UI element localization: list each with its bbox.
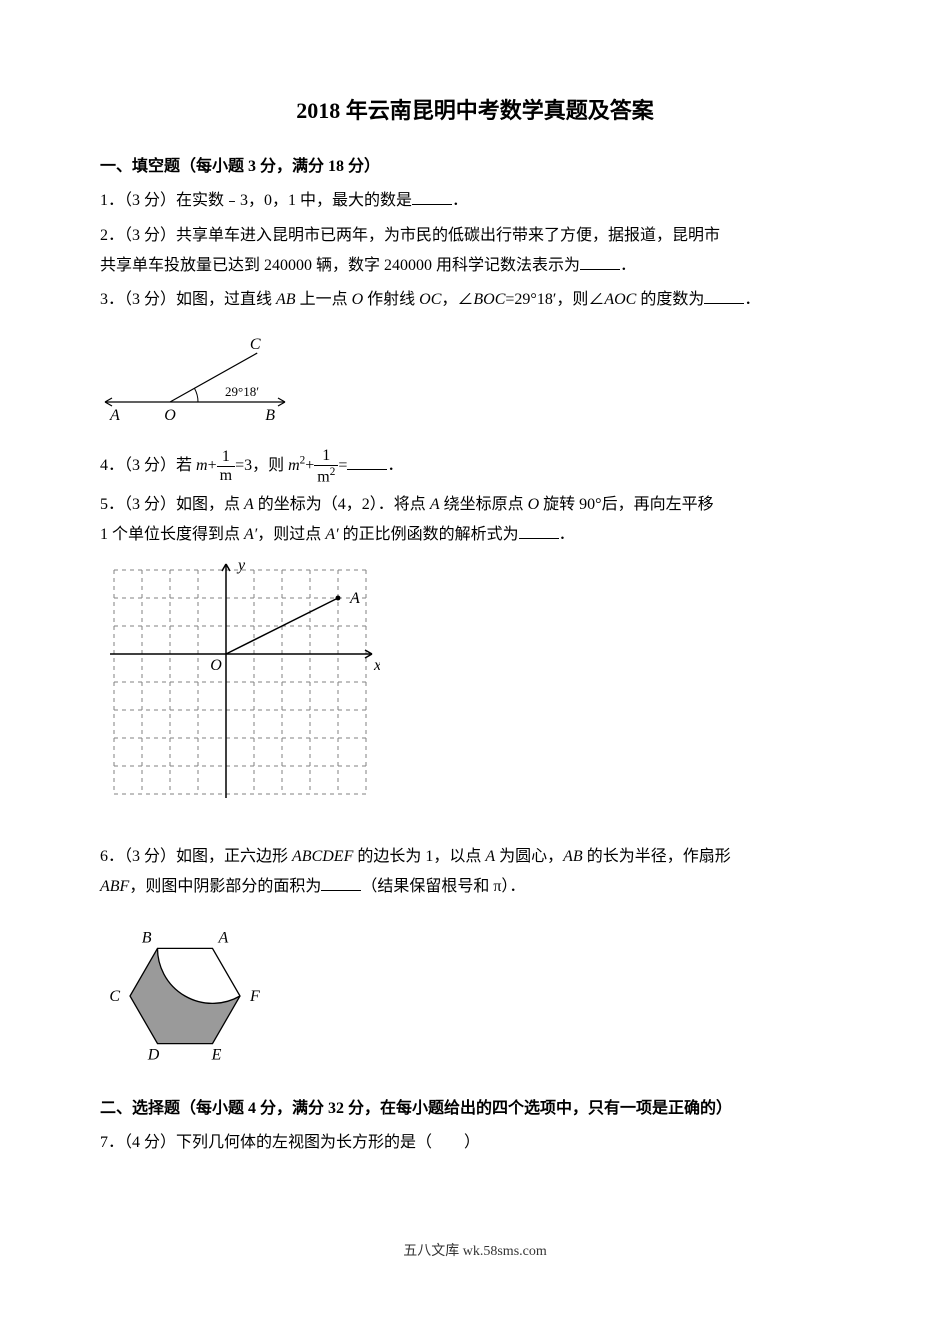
question-4: 4．（3 分）若 m+1m=3，则 m2+1m2=．	[100, 447, 850, 486]
q2-blank	[580, 253, 620, 270]
question-2: 2．（3 分）共享单车进入昆明市已两年，为市民的低碳出行带来了方便，据报道，昆明…	[100, 221, 850, 282]
q3-aoc: AOC	[604, 291, 636, 308]
svg-text:A: A	[218, 929, 229, 946]
angle-svg: A O B C 29°18′	[100, 324, 290, 424]
q3-e: =29°18′，则∠	[505, 291, 604, 308]
svg-text:C: C	[109, 988, 120, 1005]
q6-c: 为圆心，	[495, 848, 563, 865]
svg-text:O: O	[164, 407, 176, 424]
section1-header: 一、填空题（每小题 3 分，满分 18 分）	[100, 152, 850, 182]
svg-text:D: D	[147, 1046, 160, 1063]
q4-m: m	[196, 457, 208, 474]
q5-A1: A	[244, 496, 254, 513]
question-6: 6．（3 分）如图，正六边形 ABCDEF 的边长为 1，以点 A 为圆心，AB…	[100, 842, 850, 903]
q6-ABF: ABF	[100, 878, 129, 895]
page-title: 2018 年云南昆明中考数学真题及答案	[100, 90, 850, 132]
q4-frac1: 1m	[217, 448, 235, 484]
svg-text:B: B	[142, 929, 152, 946]
svg-text:29°18′: 29°18′	[225, 384, 259, 399]
grid-svg: Ox y A	[100, 558, 380, 818]
q4-frac1-num: 1	[217, 448, 235, 467]
q5-Ap1: A′	[244, 526, 257, 543]
page-footer: 五八文库 wk.58sms.com	[100, 1239, 850, 1266]
q6-d: 的长为半径，作扇形	[583, 848, 731, 865]
q6-A: A	[485, 848, 495, 865]
q2-line1: 2．（3 分）共享单车进入昆明市已两年，为市民的低碳出行带来了方便，据报道，昆明…	[100, 227, 720, 244]
svg-text:x: x	[373, 657, 380, 674]
figure-grid: Ox y A	[100, 558, 850, 829]
q5-g: 的正比例函数的解析式为	[339, 526, 519, 543]
q4-frac2: 1m2	[314, 447, 338, 486]
svg-text:C: C	[250, 336, 261, 353]
q4-eq: =	[338, 457, 347, 474]
q6-e: ，则图中阴影部分的面积为	[129, 878, 321, 895]
question-3: 3．（3 分）如图，过直线 AB 上一点 O 作射线 OC，∠BOC=29°18…	[100, 285, 850, 315]
q5-blank	[519, 522, 559, 539]
svg-text:E: E	[211, 1046, 222, 1063]
q4-plus: +	[208, 457, 217, 474]
q4-blank	[347, 453, 387, 470]
q3-f: 的度数为	[636, 291, 704, 308]
q3-oc: OC	[419, 291, 441, 308]
q5-Ap2: A′	[325, 526, 338, 543]
figure-angle: A O B C 29°18′	[100, 324, 850, 435]
q6-blank	[321, 874, 361, 891]
hexagon-svg: A B C D E F	[100, 911, 270, 1071]
q4-frac2-den-sup: 2	[330, 466, 336, 478]
q5-c: 绕坐标原点	[440, 496, 528, 513]
q3-d: ，∠	[441, 291, 473, 308]
q3-c: 作射线	[363, 291, 419, 308]
q2-line2b: ．	[620, 257, 636, 274]
q3-b: 上一点	[296, 291, 352, 308]
svg-text:B: B	[265, 407, 275, 424]
figure-hexagon: A B C D E F	[100, 911, 850, 1082]
q4-frac2-num: 1	[314, 447, 338, 466]
q6-abcdef: ABCDEF	[292, 848, 353, 865]
q5-A2: A	[430, 496, 440, 513]
q6-AB: AB	[563, 848, 583, 865]
q3-blank	[704, 287, 744, 304]
svg-text:A: A	[109, 407, 120, 424]
q5-d: 旋转 90°后，再向左平移	[539, 496, 713, 513]
q5-suffix: ．	[559, 526, 575, 543]
svg-text:F: F	[249, 988, 260, 1005]
svg-text:y: y	[236, 558, 246, 574]
q7-text: 7．（4 分）下列几何体的左视图为长方形的是（ ）	[100, 1134, 480, 1151]
svg-text:O: O	[210, 657, 222, 674]
question-7: 7．（4 分）下列几何体的左视图为长方形的是（ ）	[100, 1128, 850, 1158]
q3-ab: AB	[276, 291, 296, 308]
q4-frac2-den: m2	[314, 466, 338, 486]
q5-b: 的坐标为（4，2）．将点	[254, 496, 430, 513]
q1-suffix: ．	[452, 192, 468, 209]
q1-blank	[412, 188, 452, 205]
q5-O: O	[528, 496, 540, 513]
q1-text: 1．（3 分）在实数﹣3，0，1 中，最大的数是	[100, 192, 412, 209]
q4-a: 4．（3 分）若	[100, 457, 196, 474]
q5-a: 5．（3 分）如图，点	[100, 496, 244, 513]
q4-plus2: +	[305, 457, 314, 474]
q4-frac2-den-m: m	[317, 468, 329, 485]
q4-m2: m	[288, 457, 300, 474]
q6-b: 的边长为 1，以点	[353, 848, 485, 865]
question-1: 1．（3 分）在实数﹣3，0，1 中，最大的数是 ．	[100, 186, 850, 216]
q3-suffix: ．	[744, 291, 760, 308]
q4-eq3: =3，则	[235, 457, 288, 474]
q3-o: O	[352, 291, 364, 308]
q4-frac1-den: m	[217, 467, 235, 485]
section2-header: 二、选择题（每小题 4 分，满分 32 分，在每小题给出的四个选项中，只有一项是…	[100, 1094, 850, 1124]
q3-boc: BOC	[473, 291, 505, 308]
q6-f: （结果保留根号和 π）．	[361, 878, 525, 895]
svg-text:A: A	[349, 590, 360, 607]
q5-e: 1 个单位长度得到点	[100, 526, 244, 543]
q4-suffix: ．	[387, 457, 403, 474]
q6-a: 6．（3 分）如图，正六边形	[100, 848, 292, 865]
question-5: 5．（3 分）如图，点 A 的坐标为（4，2）．将点 A 绕坐标原点 O 旋转 …	[100, 490, 850, 551]
q3-a: 3．（3 分）如图，过直线	[100, 291, 276, 308]
q5-f: ，则过点	[257, 526, 325, 543]
q2-line2a: 共享单车投放量已达到 240000 辆，数字 240000 用科学记数法表示为	[100, 257, 580, 274]
